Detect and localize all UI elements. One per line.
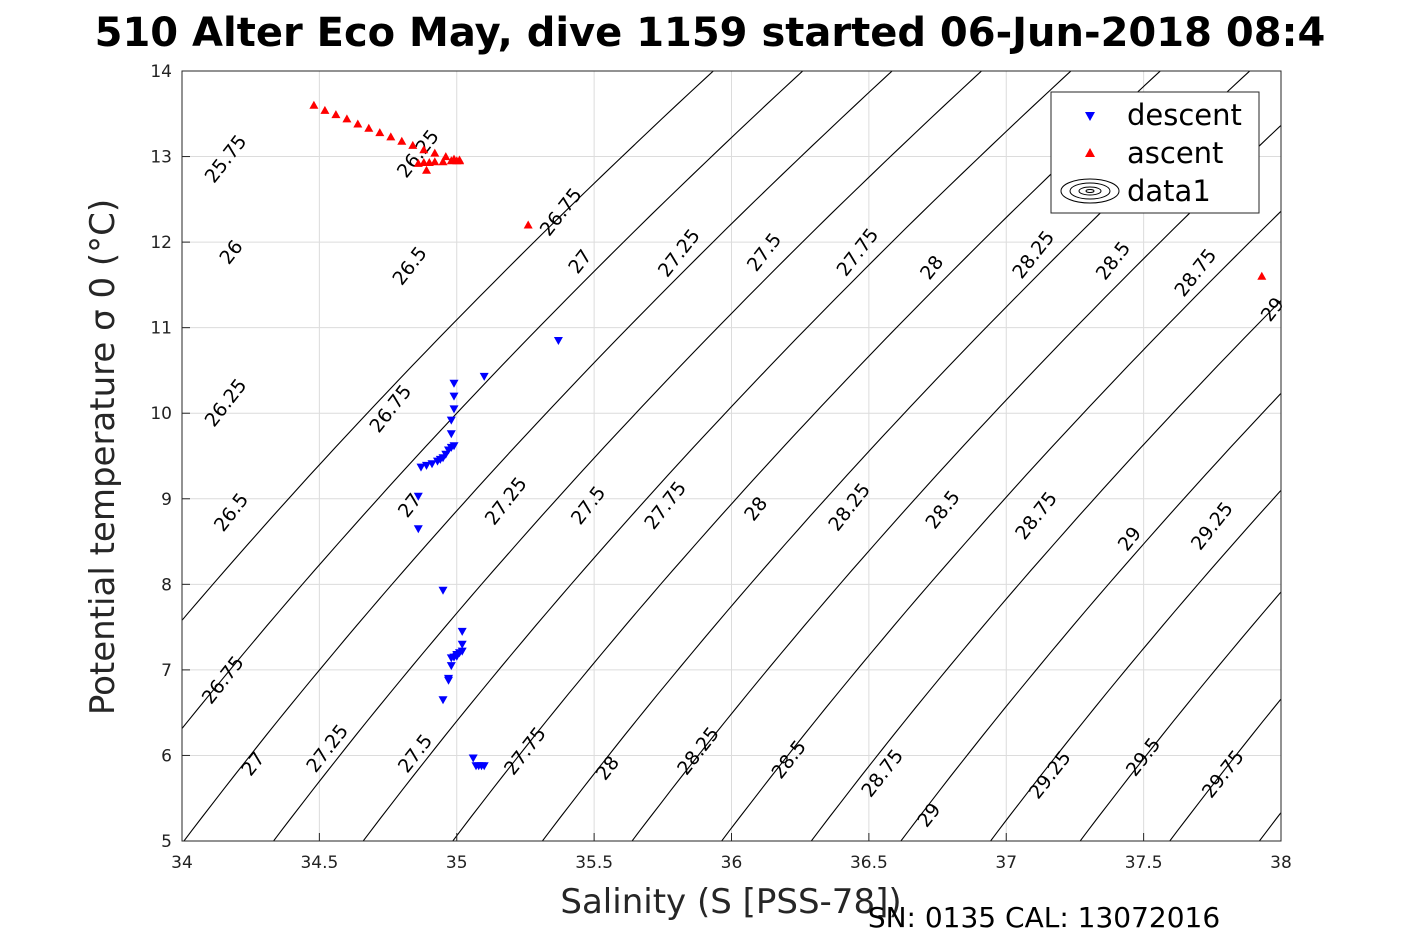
y-tick-label: 11 [150,319,172,339]
ascent-point [419,158,429,166]
descent-point [449,405,459,414]
data-markers [309,100,1267,771]
y-tick-label: 9 [161,490,172,510]
descent-point [468,754,478,763]
legend-descent-label: descent [1127,98,1242,132]
isopycnal-line [720,210,1281,841]
y-tick-label: 13 [150,148,172,168]
isopycnal-line [810,299,1281,841]
ascent-point [422,165,431,174]
isopycnal-line [183,71,893,841]
ascent-point [375,128,385,137]
y-tick-label: 7 [161,661,172,681]
descent-point [433,457,442,466]
ascent-point [413,158,423,167]
ascent-point [342,114,352,123]
y-tick-label: 12 [150,233,172,253]
ascent-point [408,140,418,149]
legend-contour-icon [1060,178,1120,204]
x-tick-label: 37.5 [1125,853,1163,873]
x-axis-label: Salinity (S [PSS-78]) [560,882,901,922]
ascent-point [438,157,448,166]
legend-descent-marker [1085,112,1095,121]
descent-point [457,627,467,636]
x-tick-label: 34.5 [300,853,338,873]
ascent-point [430,148,440,157]
descent-point [444,446,453,455]
x-tick-label: 34 [171,853,193,873]
ascent-point [397,136,407,145]
descent-point [444,676,453,685]
ascent-point [331,110,341,119]
ascent-point [386,132,396,141]
x-axis-ticks: 34 34.5 35 35.5 36 36.5 37 37.5 38 [171,833,1292,873]
ascent-point [309,100,319,109]
x-tick-label: 36 [721,853,743,873]
descent-point [446,430,456,439]
x-tick-label: 35 [446,853,468,873]
ascent-point [320,105,330,114]
descent-point [479,762,489,771]
y-axis-label: Potential temperature σ 0 (°C) [83,199,123,715]
descent-point [416,463,426,472]
descent-point [449,392,459,401]
descent-point [438,586,448,595]
legend-ascent-marker [1085,148,1095,157]
ascent-point [441,152,451,161]
descent-point [457,640,467,649]
legend: descent ascent data1 [1050,91,1260,214]
isopycnal-line [272,71,983,841]
ascent-point [1257,271,1267,280]
isopycnal-line [1169,698,1281,841]
descent-point [438,696,448,705]
x-tick-label: 37 [995,853,1017,873]
isopycnal-line [362,71,1072,841]
ascent-point [430,157,440,166]
isopycnal-line [1079,591,1281,841]
descent-point [446,654,456,663]
ascent-point [446,156,456,165]
isopycnal-line [989,489,1281,841]
y-tick-label: 6 [161,746,172,766]
isopycnal-line [900,392,1281,841]
y-tick-label: 5 [161,832,172,852]
ascent-point [523,220,533,229]
descent-point [479,372,489,381]
descent-point [446,416,456,425]
descent-point [413,492,423,501]
ascent-point [419,145,429,154]
descent-point [413,525,423,534]
descent-point [446,662,456,671]
legend-ascent-label: ascent [1127,136,1223,170]
descent-point [553,337,563,345]
descent-point [449,379,459,388]
chart-title: 510 Alter Eco May, dive 1159 started 06-… [95,10,1326,56]
y-tick-label: 10 [150,404,172,424]
y-tick-label: 8 [161,575,172,595]
x-tick-label: 35.5 [575,853,613,873]
ascent-point [353,119,363,128]
x-tick-label: 36.5 [850,853,888,873]
isopycnal-line [182,71,715,622]
x-tick-label: 38 [1270,853,1292,873]
y-axis-ticks: 5 6 7 8 9 10 11 12 13 14 [150,62,190,852]
y-tick-label: 14 [150,62,172,82]
ascent-point [364,123,374,132]
isopycnal-line [182,71,804,730]
calibration-footer: SN: 0135 CAL: 13072016 [868,901,1220,934]
legend-data1-label: data1 [1127,174,1211,208]
